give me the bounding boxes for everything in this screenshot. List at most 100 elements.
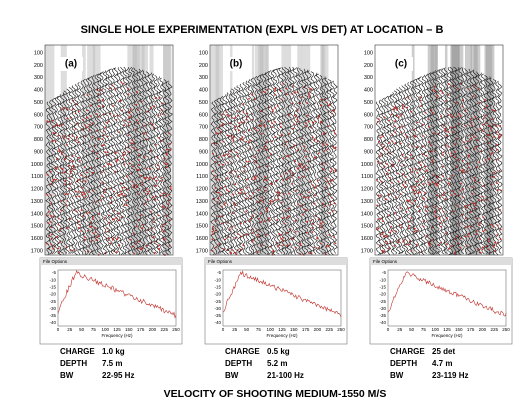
amplitude-dot: [429, 245, 431, 247]
amplitude-dot: [476, 166, 478, 168]
time-tick-label: 200: [199, 63, 208, 69]
amplitude-dot: [69, 160, 71, 162]
amplitude-dot: [264, 91, 266, 93]
amplitude-dot: [395, 230, 397, 232]
amplitude-dot: [277, 199, 279, 201]
amplitude-dot: [136, 169, 138, 171]
window-menu: File Options: [373, 259, 398, 264]
amplitude-dot: [227, 134, 229, 136]
amplitude-dot: [269, 219, 271, 221]
amplitude-dot: [291, 183, 293, 185]
amplitude-dot: [218, 243, 220, 245]
amplitude-dot: [477, 139, 479, 141]
amplitude-dot: [86, 110, 88, 112]
amplitude-dot: [145, 138, 147, 140]
y-tick-label: -10: [49, 277, 56, 282]
amplitude-dot: [107, 151, 109, 153]
amplitude-dot: [288, 114, 290, 116]
amplitude-dot: [258, 189, 260, 191]
amplitude-dot: [454, 143, 456, 145]
amplitude-dot: [499, 170, 501, 172]
amplitude-dot: [271, 122, 273, 124]
amplitude-dot: [488, 241, 490, 243]
amplitude-dot: [58, 135, 60, 137]
amplitude-dot: [320, 243, 322, 245]
amplitude-dot: [402, 126, 404, 128]
amplitude-dot: [445, 232, 447, 234]
amplitude-dot: [458, 223, 460, 225]
amplitude-dot: [50, 243, 52, 245]
amplitude-dot: [428, 126, 430, 128]
amplitude-dot: [285, 210, 287, 212]
amplitude-dot: [144, 203, 146, 205]
amplitude-dot: [447, 114, 449, 116]
amplitude-dot: [417, 172, 419, 174]
amplitude-dot: [403, 239, 405, 241]
amplitude-dot: [166, 166, 168, 168]
amplitude-dot: [116, 251, 118, 253]
amplitude-dot: [295, 247, 297, 249]
amplitude-dot: [399, 207, 401, 209]
amplitude-dot: [240, 236, 242, 238]
amplitude-dot: [386, 236, 388, 238]
time-tick-label: 1300: [361, 199, 373, 205]
amplitude-dot: [477, 129, 479, 131]
amplitude-dot: [72, 160, 74, 162]
amplitude-dot: [327, 126, 329, 128]
amplitude-dot: [67, 200, 69, 202]
amplitude-dot: [69, 178, 71, 180]
amplitude-dot: [228, 115, 230, 117]
amplitude-dot: [85, 180, 87, 182]
amplitude-dot: [389, 232, 391, 234]
amplitude-dot: [277, 246, 279, 248]
amplitude-dot: [451, 190, 453, 192]
amplitude-dot: [160, 194, 162, 196]
amplitude-dot: [270, 153, 272, 155]
amplitude-dot: [92, 218, 94, 220]
amplitude-dot: [382, 220, 384, 222]
amplitude-dot: [331, 113, 333, 115]
amplitude-dot: [272, 250, 274, 252]
x-axis-label: Frequency (Hz): [431, 333, 463, 338]
amplitude-dot: [103, 144, 105, 146]
amplitude-dot: [268, 120, 270, 122]
amplitude-dot: [496, 144, 498, 146]
amplitude-dot: [443, 211, 445, 213]
amplitude-dot: [281, 202, 283, 204]
amplitude-dot: [233, 140, 235, 142]
amplitude-dot: [297, 204, 299, 206]
amplitude-dot: [118, 213, 120, 215]
amplitude-dot: [78, 110, 80, 112]
amplitude-dot: [78, 191, 80, 193]
amplitude-dot: [133, 142, 135, 144]
amplitude-dot: [64, 183, 66, 185]
amplitude-dot: [89, 212, 91, 214]
amplitude-dot: [470, 211, 472, 213]
amplitude-dot: [234, 117, 236, 119]
info-value: 21-100 Hz: [267, 371, 304, 380]
amplitude-dot: [137, 109, 139, 111]
amplitude-dot: [61, 108, 63, 110]
amplitude-dot: [240, 249, 242, 251]
amplitude-dot: [428, 141, 430, 143]
amplitude-dot: [48, 222, 50, 224]
amplitude-dot: [473, 136, 475, 138]
amplitude-dot: [76, 211, 78, 213]
amplitude-dot: [285, 88, 287, 90]
amplitude-dot: [496, 132, 498, 134]
amplitude-dot: [211, 238, 213, 240]
amplitude-dot: [246, 113, 248, 115]
amplitude-dot: [95, 236, 97, 238]
amplitude-dot: [55, 132, 57, 134]
amplitude-dot: [230, 150, 232, 152]
amplitude-dot: [432, 112, 434, 114]
amplitude-dot: [481, 196, 483, 198]
x-tick-label: 75: [91, 327, 97, 332]
amplitude-dot: [75, 139, 77, 141]
amplitude-dot: [170, 188, 172, 190]
amplitude-dot: [434, 86, 436, 88]
amplitude-dot: [98, 100, 100, 102]
amplitude-dot: [155, 144, 157, 146]
amplitude-dot: [448, 146, 450, 148]
amplitude-dot: [440, 226, 442, 228]
